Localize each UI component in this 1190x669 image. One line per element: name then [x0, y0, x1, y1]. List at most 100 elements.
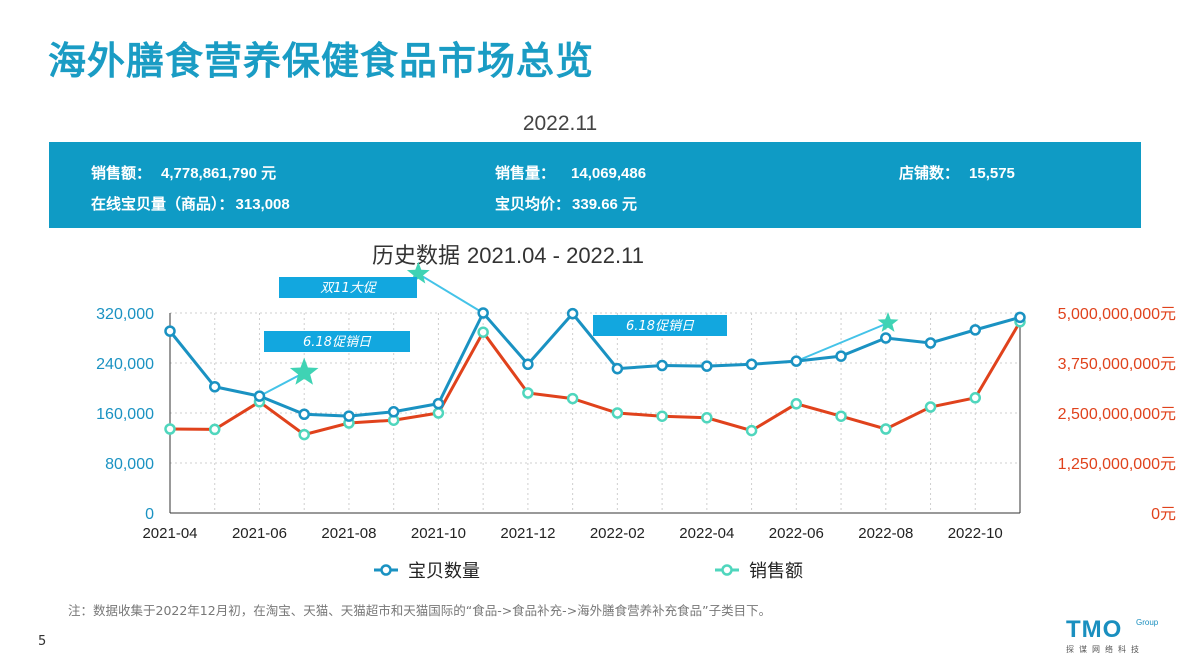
data-point-sales [566, 392, 579, 405]
avg-price-value: 339.66 元 [572, 196, 638, 213]
data-point-sales [745, 424, 758, 437]
data-point-sales [880, 423, 892, 435]
history-heading: 历史数据 2021.04 - 2022.11 [372, 238, 644, 270]
data-point-items [432, 397, 445, 410]
data-point-sales [924, 401, 937, 413]
y-right-tick-label: 2,500,000,000元 [1058, 406, 1176, 423]
annotation-star-icon [406, 261, 430, 284]
report-period: 2022.11 [522, 112, 598, 135]
y-left-tick-label: 320,000 [96, 306, 154, 323]
data-point-items [835, 350, 847, 362]
series-line-sales [169, 321, 1022, 437]
x-tick-label: 2022-04 [679, 525, 734, 542]
logo-group: Group [1136, 618, 1159, 627]
annotation-star-icon [877, 312, 899, 332]
annotation-callout-text: 双11大促 [320, 281, 378, 296]
items-label: 在线宝贝量（商品）： [91, 195, 234, 213]
data-point-items [880, 332, 892, 344]
data-point-items [790, 355, 803, 367]
series-line-items [168, 310, 1021, 418]
data-point-items [164, 325, 176, 337]
annotation-callout-text: 6.18促销日 [303, 335, 372, 350]
x-tick-label: 2021-04 [142, 525, 197, 542]
stores-stat: 店铺数： 15,575 [899, 162, 1015, 183]
data-point-sales [522, 387, 534, 399]
x-tick-label: 2022-02 [590, 525, 645, 542]
y-right-tick-label: 1,250,000,000元 [1058, 456, 1176, 473]
annotation-connector [259, 371, 305, 398]
volume-label: 销售量： [495, 164, 556, 182]
annotation-connector [417, 272, 484, 314]
y-right-tick-label: 5,000,000,000元 [1058, 306, 1176, 323]
data-point-items [208, 381, 221, 393]
items-stat: 在线宝贝量（商品）： 313,008 [91, 193, 290, 214]
data-point-sales [701, 412, 713, 424]
data-point-items [387, 406, 400, 418]
page-title: 海外膳食营养保健食品市场总览 [48, 39, 595, 83]
y-left-tick-label: 0 [145, 506, 154, 523]
annotation-callout-text: 6.18促销日 [626, 319, 695, 334]
company-logo: TMO Group 探谋网络科技 [1066, 616, 1176, 656]
avg-price-label: 宝贝均价： [495, 195, 571, 213]
legend-items-label: 宝贝数量 [408, 561, 480, 582]
legend-sales-label: 销售额 [749, 561, 803, 582]
logo-tagline: 探谋网络科技 [1066, 645, 1144, 654]
data-point-items [1014, 311, 1026, 324]
data-point-items [298, 408, 310, 420]
y-left-tick-label: 240,000 [96, 356, 154, 373]
y-left-tick-label: 80,000 [105, 456, 154, 473]
x-tick-label: 2021-06 [232, 525, 287, 542]
data-point-sales [835, 410, 847, 422]
logo-text: TMO [1066, 616, 1123, 643]
sales-label: 销售额： [91, 164, 152, 182]
data-point-sales [790, 398, 803, 410]
data-point-items [969, 324, 982, 336]
data-point-sales [298, 428, 310, 441]
data-point-items [477, 307, 489, 319]
data-point-items [701, 360, 713, 372]
data-point-sales [477, 326, 489, 338]
volume-value: 14,069,486 [571, 165, 647, 182]
data-point-items [566, 307, 579, 320]
history-label: 历史数据 [372, 244, 461, 269]
data-point-sales [208, 423, 221, 436]
annotation-callout-box [593, 315, 727, 336]
x-tick-label: 2022-06 [769, 525, 824, 542]
summary-panel: 销售额： 4,778,861,790 元 销售量： 14,069,486 店铺数： 1… [49, 142, 1141, 228]
sales-value: 4,778,861,790 元 [161, 165, 277, 182]
x-tick-label: 2021-08 [321, 525, 376, 542]
annotation-connector [795, 322, 889, 363]
legend-sales-marker [721, 564, 733, 576]
data-point-sales [432, 407, 445, 419]
data-point-sales [969, 392, 982, 404]
history-range: 2021.04 - 2022.11 [467, 243, 644, 268]
y-right-tick-label: 0元 [1151, 506, 1176, 523]
y-right-tick-label: 3,750,000,000元 [1058, 356, 1176, 373]
x-tick-label: 2021-10 [411, 525, 466, 542]
annotation-star-icon [289, 357, 319, 385]
data-point-items [343, 410, 355, 422]
data-point-sales [611, 407, 624, 419]
annotation-callout-box [264, 331, 410, 352]
data-point-items [745, 358, 758, 370]
volume-stat: 销售量： 14,069,486 [495, 162, 646, 183]
stores-value: 15,575 [969, 165, 1015, 182]
data-point-items [924, 337, 937, 349]
x-tick-label: 2021-12 [500, 525, 555, 542]
y-left-tick-label: 160,000 [96, 406, 154, 423]
data-point-items [522, 358, 534, 370]
page-number: 5 [38, 634, 47, 649]
data-point-items [611, 362, 624, 375]
data-point-sales [656, 410, 668, 422]
annotation-callout-box [279, 277, 417, 298]
legend-items-marker [380, 564, 392, 576]
x-tick-label: 2022-10 [948, 525, 1003, 542]
items-value: 313,008 [235, 196, 290, 213]
footnote: 注：数据收集于2022年12月初，在淘宝、天猫、天猫超市和天猫国际的“食品->食… [68, 603, 772, 618]
avg-price-stat: 宝贝均价： 339.66 元 [495, 193, 637, 214]
sales-stat: 销售额： 4,778,861,790 元 [91, 162, 276, 183]
data-point-items [656, 359, 668, 372]
stores-label: 店铺数： [899, 164, 960, 182]
data-point-items [253, 390, 266, 402]
